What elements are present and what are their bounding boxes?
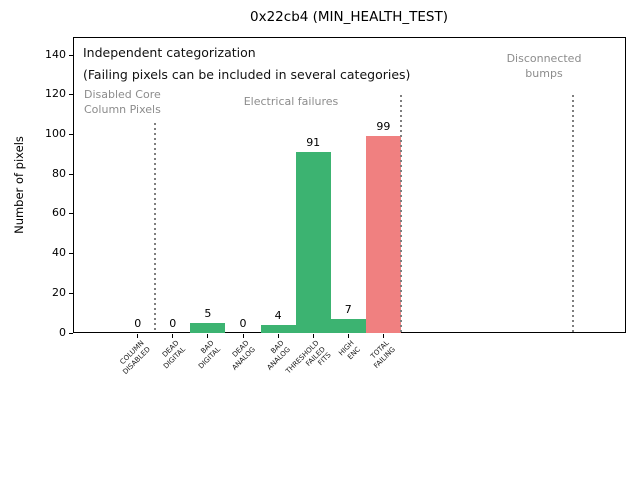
y-tick-label: 20: [52, 285, 66, 299]
bar-value-label: 99: [376, 120, 391, 134]
plot-area: [73, 37, 626, 333]
y-tick-label: 80: [52, 166, 66, 180]
annotation-disconnected-bumps: Disconnected bumps: [506, 52, 582, 80]
y-tick-label: 0: [59, 325, 66, 339]
annotation-failing-note: (Failing pixels can be included in sever…: [83, 67, 411, 82]
y-tick-label: 100: [45, 126, 66, 140]
annotation-electrical-failures: Electrical failures: [243, 95, 339, 108]
separator-line: [399, 94, 402, 333]
x-tick-label: HIGH ENC: [337, 339, 362, 361]
annotation-disabled-core-column-pixels: Disabled Core Column Pixels: [84, 88, 161, 116]
y-axis-label: Number of pixels: [12, 136, 26, 234]
x-tick-mark: [277, 334, 279, 338]
x-tick-mark: [137, 334, 139, 338]
x-tick-label: COLUMN DISABLED: [118, 339, 152, 376]
annotation-independent-categorization: Independent categorization: [83, 45, 256, 60]
y-tick-mark: [69, 253, 73, 255]
separator-line: [571, 94, 574, 333]
x-tick-mark: [382, 334, 384, 338]
y-tick-label: 60: [52, 206, 66, 220]
bar-value-label: 4: [274, 309, 282, 323]
x-tick-mark: [207, 334, 209, 338]
y-tick-mark: [69, 173, 73, 175]
y-tick-mark: [69, 213, 73, 215]
y-tick-label: 120: [45, 87, 66, 101]
chart-title: 0x22cb4 (MIN_HEALTH_TEST): [250, 9, 448, 25]
y-tick-mark: [69, 54, 73, 56]
y-tick-label: 140: [45, 47, 66, 61]
bar: [190, 323, 226, 333]
y-tick-label: 40: [52, 246, 66, 260]
bar-value-label: 91: [306, 136, 321, 150]
x-tick-label: TOTAL FAILING: [369, 339, 398, 370]
bar: [295, 152, 331, 333]
x-tick-mark: [242, 334, 244, 338]
x-tick-label: THRESHOLD FAILED FITS: [284, 339, 333, 376]
y-tick-mark: [69, 133, 73, 135]
bar-value-label: 0: [169, 317, 177, 330]
y-tick-mark: [69, 94, 73, 96]
bar-value-label: 5: [204, 307, 212, 321]
x-tick-label: DEAD ANALOG: [230, 339, 257, 372]
bar-value-label: 0: [239, 317, 247, 330]
bar: [365, 136, 401, 333]
separator-line: [154, 122, 157, 333]
y-tick-mark: [69, 332, 73, 334]
x-tick-label: DEAD DIGITAL: [160, 339, 187, 371]
x-tick-mark: [312, 334, 314, 338]
y-tick-mark: [69, 292, 73, 294]
bar: [260, 325, 296, 333]
bar-value-label: 0: [134, 317, 142, 330]
x-tick-mark: [347, 334, 349, 338]
bar-value-label: 7: [344, 303, 352, 317]
x-tick-label: BAD DIGITAL: [196, 339, 222, 371]
x-tick-mark: [172, 334, 174, 338]
bar: [330, 319, 366, 333]
